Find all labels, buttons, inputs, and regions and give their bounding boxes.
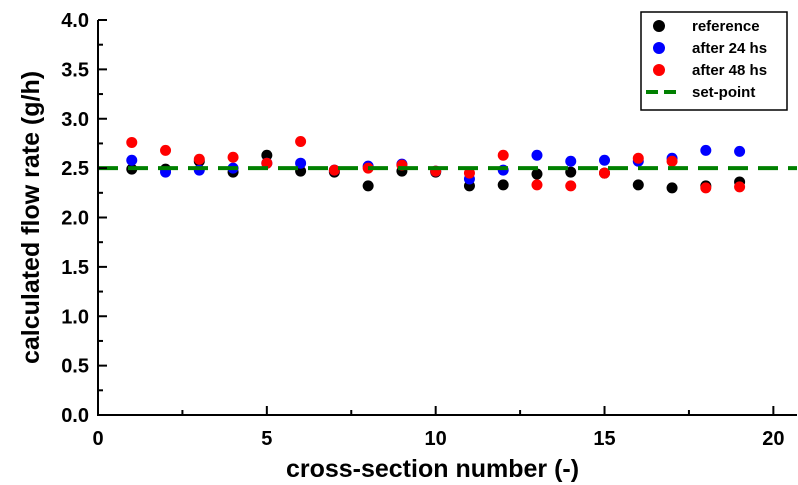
x-tick-label: 10 bbox=[425, 428, 447, 450]
series-layer bbox=[98, 135, 797, 194]
data-point-after-24-hs bbox=[599, 154, 611, 166]
data-point-after-24-hs bbox=[126, 154, 138, 166]
data-point-after-48-hs bbox=[126, 136, 138, 148]
data-point-after-48-hs bbox=[261, 157, 273, 169]
data-point-after-48-hs bbox=[700, 182, 712, 194]
data-point-after-48-hs bbox=[599, 167, 611, 179]
y-tick-label: 1.5 bbox=[61, 257, 89, 279]
data-point-reference bbox=[632, 179, 644, 191]
data-point-reference bbox=[261, 149, 273, 161]
x-tick-label: 5 bbox=[261, 428, 272, 450]
y-tick-label: 2.5 bbox=[61, 158, 89, 180]
data-point-after-48-hs bbox=[227, 151, 239, 163]
legend-label: set-point bbox=[692, 84, 755, 101]
data-point-after-48-hs bbox=[463, 167, 475, 179]
data-point-after-48-hs bbox=[328, 164, 340, 176]
data-point-reference bbox=[531, 168, 543, 180]
data-point-after-24-hs bbox=[565, 155, 577, 167]
legend-marker bbox=[653, 20, 665, 32]
data-point-reference bbox=[565, 166, 577, 178]
y-axis-title: calculated flow rate (g/h) bbox=[17, 71, 45, 364]
data-point-reference bbox=[362, 180, 374, 192]
legend-label: after 48 hs bbox=[692, 62, 767, 79]
data-point-after-48-hs bbox=[632, 152, 644, 164]
axes-layer: 0.0 0.5 1.0 1.5 2.0 2.5 3.0 3.5 4.0 0 5 10 15 20 bbox=[61, 10, 797, 450]
legend-marker bbox=[653, 64, 665, 76]
y-tick-label: 3.0 bbox=[61, 109, 89, 131]
x-tick-label: 0 bbox=[92, 428, 103, 450]
y-tick-label: 0.0 bbox=[61, 405, 89, 427]
data-point-after-24-hs bbox=[700, 144, 712, 156]
data-point-after-48-hs bbox=[160, 144, 172, 156]
data-point-after-48-hs bbox=[531, 179, 543, 191]
data-point-reference bbox=[497, 179, 509, 191]
data-point-after-48-hs bbox=[497, 149, 509, 161]
x-tick-label: 15 bbox=[593, 428, 615, 450]
y-tick-label: 4.0 bbox=[61, 10, 89, 32]
x-tick-label: 20 bbox=[762, 428, 784, 450]
legend-marker bbox=[653, 42, 665, 54]
data-point-after-48-hs bbox=[666, 155, 678, 167]
legend: reference after 24 hs after 48 hs set-point bbox=[640, 11, 788, 111]
data-point-after-48-hs bbox=[734, 181, 746, 193]
data-point-after-24-hs bbox=[295, 157, 307, 169]
legend-label: after 24 hs bbox=[692, 40, 767, 57]
x-axis-title: cross-section number (-) bbox=[286, 455, 579, 483]
data-point-after-24-hs bbox=[531, 149, 543, 161]
data-point-after-24-hs bbox=[734, 145, 746, 157]
data-point-after-48-hs bbox=[295, 135, 307, 147]
legend-label: reference bbox=[692, 18, 760, 35]
data-point-after-48-hs bbox=[565, 180, 577, 192]
data-point-reference bbox=[666, 182, 678, 194]
data-point-after-48-hs bbox=[193, 153, 205, 165]
y-tick-label: 1.0 bbox=[61, 306, 89, 328]
y-tick-label: 2.0 bbox=[61, 208, 89, 230]
y-tick-label: 3.5 bbox=[61, 59, 89, 81]
y-tick-label: 0.5 bbox=[61, 356, 89, 378]
